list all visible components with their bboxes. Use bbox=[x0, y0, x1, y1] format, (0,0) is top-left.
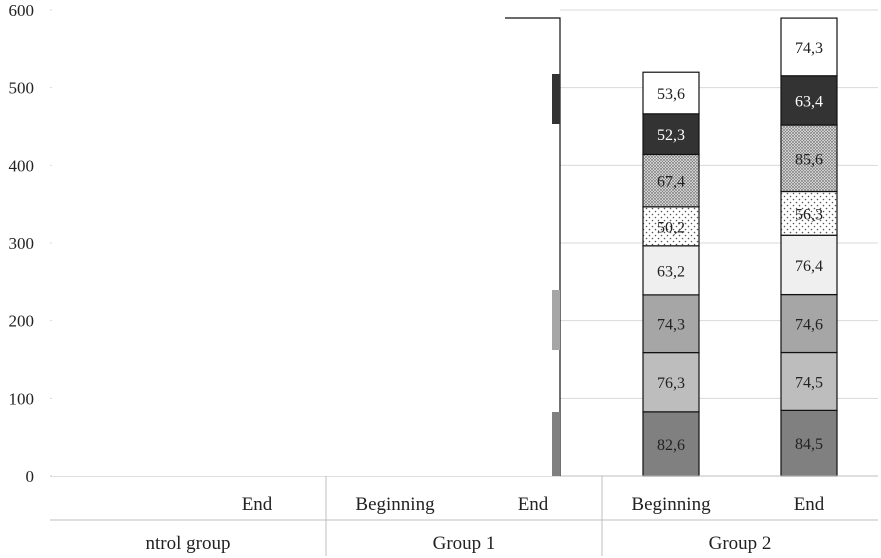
x-category-label: End bbox=[242, 494, 273, 515]
data-label: 82,6 bbox=[657, 437, 685, 454]
data-label: 50,2 bbox=[657, 219, 685, 236]
y-tick-label: 600 bbox=[9, 1, 35, 20]
data-label: 84,5 bbox=[795, 436, 823, 453]
data-label: 74,3 bbox=[657, 317, 685, 334]
occluding-panel bbox=[52, 0, 560, 476]
y-axis: 0 100 200 300 400 500 600 bbox=[9, 1, 35, 486]
x-category-label: Beginning bbox=[631, 494, 711, 515]
data-label: 74,6 bbox=[795, 317, 823, 334]
data-label: 74,5 bbox=[795, 374, 823, 391]
y-tick-label: 500 bbox=[9, 79, 35, 98]
x-group-label: Group 1 bbox=[433, 533, 496, 554]
data-label: 67,4 bbox=[657, 174, 685, 191]
y-tick-label: 200 bbox=[9, 312, 35, 331]
data-label: 56,3 bbox=[795, 206, 823, 223]
bar-segment bbox=[780, 17, 838, 77]
bar-segment bbox=[642, 153, 700, 208]
bar-segment bbox=[780, 124, 838, 193]
bar-segment bbox=[642, 113, 700, 156]
data-label: 63,2 bbox=[657, 263, 685, 280]
y-tick-label: 300 bbox=[9, 234, 35, 253]
bar-segment bbox=[780, 190, 838, 236]
x-group-label: ntrol group bbox=[146, 533, 231, 554]
occluded-bar-sliver bbox=[552, 74, 560, 124]
x-category-label: End bbox=[518, 494, 549, 515]
y-tick-label: 0 bbox=[26, 467, 35, 486]
data-label: 63,4 bbox=[795, 93, 823, 110]
occluded-bar-sliver bbox=[552, 290, 560, 350]
bars: 82,6 76,3 74,3 63,2 50,2 67,4 52,3 53,6 84,5 74,5… bbox=[642, 17, 838, 477]
occluded-bar-sliver bbox=[552, 412, 560, 476]
x-group-label: Group 2 bbox=[709, 533, 772, 554]
data-label: 74,3 bbox=[795, 40, 823, 57]
data-label: 52,3 bbox=[657, 127, 685, 144]
data-label: 53,6 bbox=[657, 86, 685, 103]
y-tick-label: 400 bbox=[9, 156, 35, 175]
bar-segment bbox=[642, 71, 700, 115]
bar-segment bbox=[642, 351, 700, 413]
y-tick-label: 100 bbox=[9, 389, 35, 408]
x-category-label: Beginning bbox=[355, 494, 435, 515]
bar-segment bbox=[642, 206, 700, 247]
bar-segment bbox=[780, 351, 838, 411]
data-label: 85,6 bbox=[795, 151, 823, 168]
x-category-label: End bbox=[794, 494, 825, 515]
data-label: 76,3 bbox=[657, 375, 685, 392]
bar-segment bbox=[780, 75, 838, 126]
bar-segment bbox=[780, 293, 838, 354]
occluding-panel-edge bbox=[505, 17, 561, 476]
bar-segment bbox=[642, 294, 700, 354]
data-label: 76,4 bbox=[795, 258, 823, 275]
x-axis: End Beginning End Beginning End ntrol group Gr… bbox=[50, 475, 878, 556]
